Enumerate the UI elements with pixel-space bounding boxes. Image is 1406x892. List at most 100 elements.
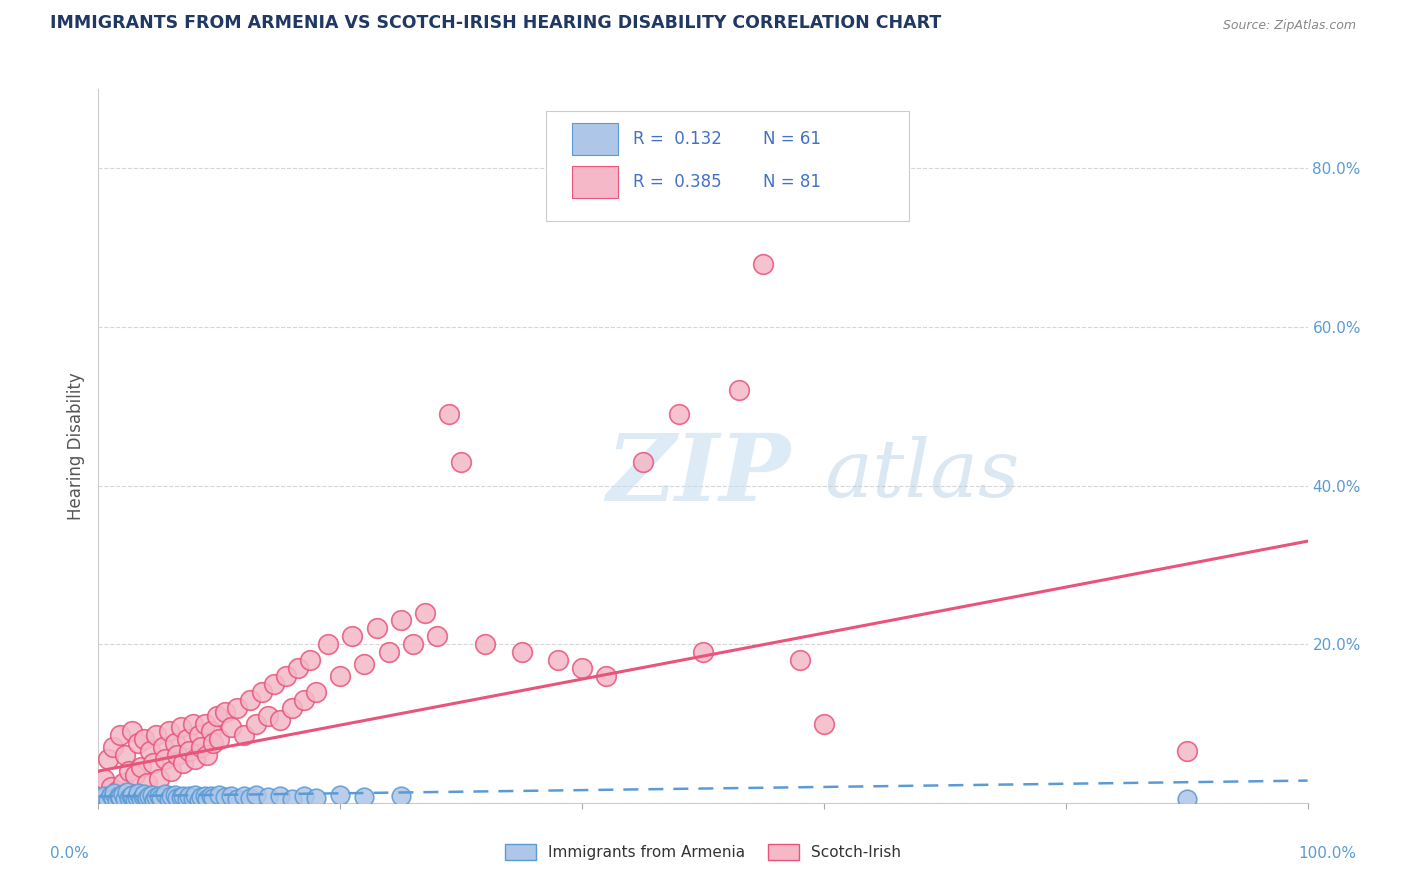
- Point: [160, 764, 183, 778]
- Point: [274, 669, 297, 683]
- Point: [208, 732, 231, 747]
- Point: [292, 692, 315, 706]
- Point: [169, 721, 191, 735]
- Point: [187, 792, 209, 806]
- Point: [143, 792, 166, 806]
- Point: [148, 789, 170, 803]
- Point: [120, 789, 142, 804]
- Point: [353, 657, 375, 671]
- Point: [353, 790, 375, 805]
- Point: [316, 637, 339, 651]
- Point: [245, 788, 267, 802]
- Point: [305, 685, 328, 699]
- FancyBboxPatch shape: [572, 123, 619, 155]
- Point: [124, 792, 146, 806]
- Point: [184, 752, 207, 766]
- Point: [127, 786, 149, 800]
- Point: [426, 629, 449, 643]
- Point: [281, 792, 304, 806]
- Point: [437, 407, 460, 421]
- FancyBboxPatch shape: [546, 111, 908, 221]
- Point: [752, 257, 775, 271]
- Point: [153, 787, 176, 801]
- Point: [221, 789, 243, 803]
- Point: [389, 789, 412, 803]
- Point: [474, 637, 496, 651]
- Point: [366, 621, 388, 635]
- Point: [103, 786, 125, 800]
- Point: [668, 407, 690, 421]
- Point: [263, 677, 285, 691]
- Point: [134, 732, 156, 747]
- Point: [190, 740, 212, 755]
- Point: [239, 692, 262, 706]
- Point: [287, 661, 309, 675]
- Point: [256, 708, 278, 723]
- Point: [256, 790, 278, 805]
- Point: [208, 788, 231, 802]
- Point: [153, 752, 176, 766]
- Point: [281, 700, 304, 714]
- Point: [510, 645, 533, 659]
- FancyBboxPatch shape: [572, 166, 619, 198]
- Text: ZIP: ZIP: [606, 430, 790, 519]
- Point: [166, 791, 188, 805]
- Point: [194, 716, 217, 731]
- Text: Source: ZipAtlas.com: Source: ZipAtlas.com: [1223, 19, 1355, 32]
- Point: [179, 789, 201, 804]
- Point: [157, 724, 180, 739]
- Point: [97, 793, 120, 807]
- Text: atlas: atlas: [824, 436, 1019, 513]
- Point: [245, 716, 267, 731]
- Point: [105, 784, 128, 798]
- Point: [124, 768, 146, 782]
- Point: [135, 791, 157, 805]
- Text: IMMIGRANTS FROM ARMENIA VS SCOTCH-IRISH HEARING DISABILITY CORRELATION CHART: IMMIGRANTS FROM ARMENIA VS SCOTCH-IRISH …: [51, 14, 941, 32]
- Point: [100, 788, 122, 802]
- Point: [232, 728, 254, 742]
- Point: [129, 792, 152, 806]
- Point: [200, 789, 222, 804]
- Point: [101, 740, 124, 755]
- Point: [121, 724, 143, 739]
- Point: [329, 788, 352, 802]
- Point: [132, 789, 155, 803]
- Point: [150, 791, 173, 805]
- Point: [108, 790, 131, 805]
- Point: [232, 789, 254, 804]
- Point: [111, 787, 134, 801]
- Point: [200, 724, 222, 739]
- Point: [292, 789, 315, 804]
- Point: [97, 752, 120, 766]
- Point: [169, 790, 191, 805]
- Text: 0.0%: 0.0%: [51, 846, 89, 861]
- Point: [93, 789, 115, 804]
- Point: [221, 721, 243, 735]
- Point: [166, 748, 188, 763]
- Point: [187, 728, 209, 742]
- Point: [134, 787, 156, 801]
- Point: [160, 789, 183, 804]
- Point: [152, 740, 174, 755]
- Point: [1175, 792, 1198, 806]
- Point: [195, 792, 218, 806]
- Point: [214, 705, 236, 719]
- Point: [117, 785, 139, 799]
- Point: [100, 780, 122, 794]
- Point: [250, 685, 273, 699]
- Point: [163, 788, 186, 802]
- Point: [226, 792, 249, 806]
- Point: [108, 728, 131, 742]
- Point: [190, 790, 212, 805]
- Point: [141, 788, 163, 802]
- Text: R =  0.385: R = 0.385: [633, 173, 721, 191]
- Point: [172, 756, 194, 771]
- Point: [163, 736, 186, 750]
- Point: [1175, 744, 1198, 758]
- Point: [176, 732, 198, 747]
- Point: [595, 669, 617, 683]
- Point: [179, 744, 201, 758]
- Text: N = 81: N = 81: [763, 173, 821, 191]
- Point: [181, 791, 204, 805]
- Point: [157, 792, 180, 806]
